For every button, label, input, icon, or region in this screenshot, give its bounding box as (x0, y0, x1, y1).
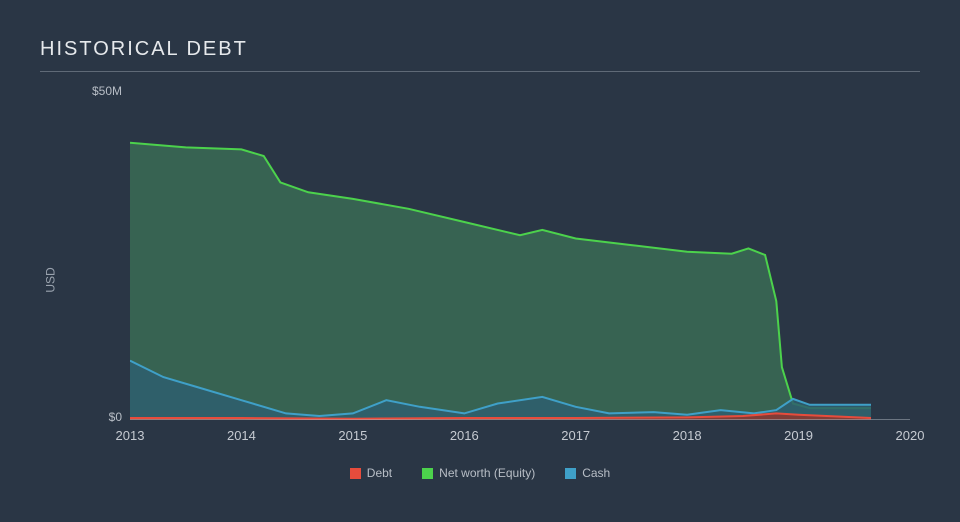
chart-svg (130, 90, 910, 420)
x-tick-label: 2019 (784, 428, 813, 443)
x-tick-label: 2018 (673, 428, 702, 443)
y-tick-top: $50M (72, 84, 122, 98)
legend-item-equity: Net worth (Equity) (422, 466, 535, 480)
x-tick-label: 2014 (227, 428, 256, 443)
x-tick-label: 2016 (450, 428, 479, 443)
legend-label-equity: Net worth (Equity) (439, 466, 535, 480)
legend-swatch-cash (565, 468, 576, 479)
legend-label-debt: Debt (367, 466, 392, 480)
y-axis-label: USD (44, 267, 58, 292)
chart-container: HISTORICAL DEBT USD $50M $0 2013 2014 2015… (0, 0, 960, 500)
legend-item-cash: Cash (565, 466, 610, 480)
legend: Debt Net worth (Equity) Cash (40, 466, 920, 480)
legend-swatch-equity (422, 468, 433, 479)
x-tick-label: 2020 (896, 428, 925, 443)
x-tick-label: 2013 (116, 428, 145, 443)
legend-label-cash: Cash (582, 466, 610, 480)
legend-swatch-debt (350, 468, 361, 479)
x-tick-label: 2015 (338, 428, 367, 443)
chart-title: HISTORICAL DEBT (40, 38, 920, 72)
y-tick-bottom: $0 (72, 410, 122, 424)
legend-item-debt: Debt (350, 466, 392, 480)
x-tick-label: 2017 (561, 428, 590, 443)
chart-area: USD $50M $0 2013 2014 2015 2016 2017 2018 2019… (40, 80, 920, 480)
